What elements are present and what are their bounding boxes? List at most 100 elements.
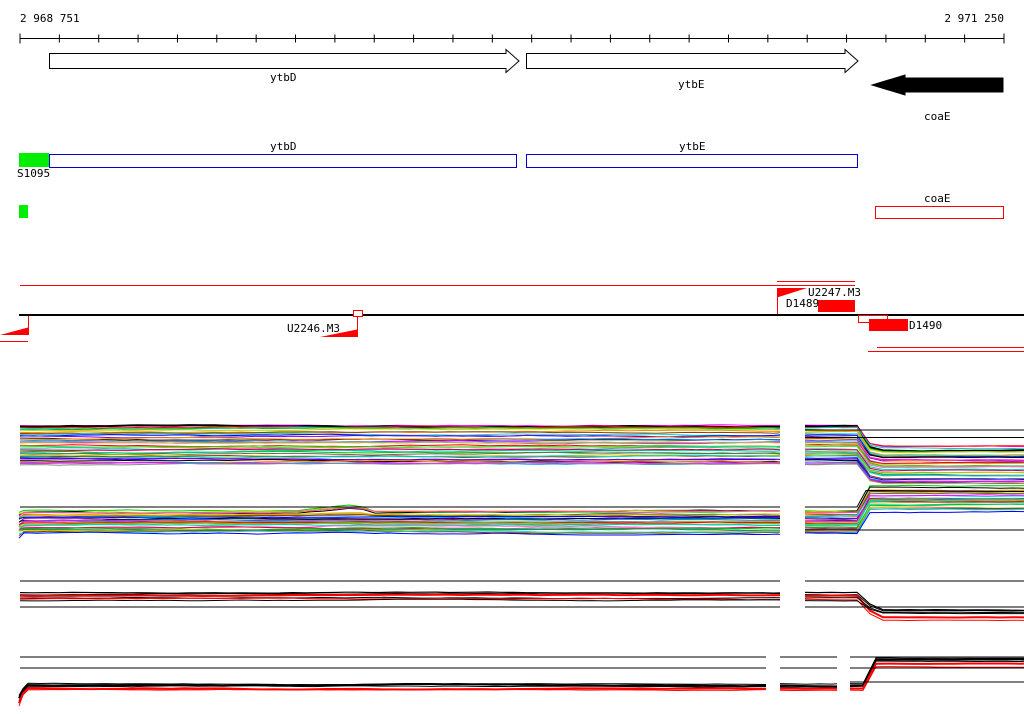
profile-panel-2-profile-line bbox=[18, 526, 781, 531]
profile-panel-1-profile-line bbox=[804, 463, 1024, 484]
profile-panel-1-profile-line bbox=[19, 441, 781, 444]
shift-flag-u2247-ramp[interactable] bbox=[777, 288, 807, 298]
profile-panel-2-profile-line bbox=[18, 506, 781, 515]
profile-panel-1-profile-line bbox=[20, 457, 781, 461]
profile-panel-1-profile-line bbox=[19, 425, 781, 429]
profile-panel-3-profile-line bbox=[804, 598, 1024, 622]
profile-panel-2-profile-line bbox=[804, 498, 1024, 527]
profile-panel-3-profile-line bbox=[804, 594, 1024, 612]
profile-panel-2-profile-line bbox=[18, 528, 781, 532]
gene-arrow-label-ytbD[interactable]: ytbD bbox=[270, 71, 297, 84]
profile-panel-1-profile-line bbox=[804, 448, 1024, 472]
profile-panel-4-profile-line bbox=[849, 658, 1024, 687]
profile-panel-2-profile-line bbox=[804, 510, 1024, 535]
cds-label-ytbE[interactable]: ytbE bbox=[679, 140, 706, 153]
gene-arrow-label-ytbE[interactable]: ytbE bbox=[678, 78, 705, 91]
profile-panel-2-profile-line bbox=[804, 497, 1024, 524]
profile-panel-3-profile-line bbox=[19, 591, 781, 594]
shift-box-d1490[interactable] bbox=[869, 319, 908, 331]
shift-box-d1489[interactable] bbox=[818, 300, 855, 312]
profile-panel-1-profile-line bbox=[19, 436, 781, 440]
profile-panel-3-profile-line bbox=[19, 592, 781, 596]
coordinate-end: 2 971 250 bbox=[944, 12, 1004, 25]
profile-panel-4-profile-line bbox=[18, 685, 767, 702]
profile-panel-2-profile-line bbox=[805, 489, 1024, 508]
profile-panel-2-profile-line bbox=[18, 517, 781, 523]
profile-panel-4-profile-line bbox=[849, 660, 1024, 688]
profile-panel-1-profile-line bbox=[19, 431, 781, 435]
shift-flag-u2246-ramp[interactable] bbox=[320, 329, 357, 338]
genome-baseline bbox=[19, 314, 1024, 316]
cds-label-ytbD[interactable]: ytbD bbox=[270, 140, 297, 153]
profile-panel-4-profile-line bbox=[779, 683, 838, 685]
profile-panel-1-profile-line bbox=[804, 426, 1024, 450]
profile-panel-4-profile-line bbox=[779, 684, 837, 688]
profile-panel-1-profile-line bbox=[804, 455, 1024, 477]
profile-panel-4-profile-line bbox=[849, 666, 1024, 691]
gene-arrow-label-coaE[interactable]: coaE bbox=[924, 110, 951, 123]
profile-panel-1-profile-line bbox=[805, 453, 1024, 476]
profile-panel-2-profile-line bbox=[18, 521, 781, 525]
gene-arrow-ytbE[interactable] bbox=[526, 48, 859, 74]
cds-box-ytbE[interactable] bbox=[526, 154, 858, 168]
profile-panel-1-profile-line bbox=[804, 430, 1024, 456]
shift-label-d1489[interactable]: D1489 bbox=[786, 297, 820, 310]
profile-panel-3-profile-line bbox=[804, 600, 1024, 615]
profile-panel-4-profile-line bbox=[779, 686, 838, 689]
signal-label-s1095[interactable]: S1095 bbox=[17, 167, 51, 180]
gene-arrow-coaE[interactable] bbox=[870, 74, 1004, 96]
profile-panel-1-profile-line bbox=[19, 462, 781, 466]
profile-panel-3-profile-line bbox=[804, 597, 1024, 614]
profile-panel-1-profile-line bbox=[804, 433, 1024, 457]
shift-label-u2247[interactable]: U2247.M3 bbox=[808, 286, 861, 299]
profile-panel-2-profile-line bbox=[18, 515, 781, 519]
shift-flag-left-ramp[interactable] bbox=[0, 327, 28, 336]
coordinate-start: 2 968 751 bbox=[20, 12, 80, 25]
profile-panel-2-profile-line bbox=[18, 531, 781, 539]
profile-panel-1-profile-line bbox=[19, 454, 781, 459]
gene-arrow-ytbD[interactable] bbox=[49, 48, 520, 74]
shift-flag-u2246-box bbox=[353, 310, 363, 317]
profile-panel-2-profile-line bbox=[18, 525, 781, 530]
profile-panel-2-profile-line bbox=[18, 523, 781, 532]
profile-panel-4-profile-line bbox=[18, 682, 767, 699]
profile-panel-3-profile-line bbox=[19, 597, 781, 601]
profile-panel-2-profile-line bbox=[804, 491, 1024, 513]
profile-panel-1-profile-line bbox=[19, 451, 781, 456]
profile-panel-4-profile-line bbox=[18, 688, 767, 707]
profile-panel-1-profile-line bbox=[19, 449, 781, 455]
signal-box-s1095[interactable] bbox=[19, 153, 49, 167]
profile-panel-1-profile-line bbox=[19, 444, 781, 449]
profile-panel-2-profile-line bbox=[804, 494, 1024, 522]
profile-panel-2-profile-line bbox=[18, 507, 781, 517]
cds-box-ytbD[interactable] bbox=[49, 154, 517, 168]
profile-panel-1-profile-line bbox=[19, 432, 781, 437]
profile-panel-4-profile-line bbox=[850, 662, 1024, 690]
profile-panel-1-profile-line bbox=[19, 448, 781, 452]
shift-label-d1490[interactable]: D1490 bbox=[909, 319, 943, 332]
profile-panel-1-profile-line bbox=[804, 442, 1024, 465]
profile-panel-1-profile-line bbox=[805, 445, 1024, 468]
signal-box-small[interactable] bbox=[19, 205, 28, 218]
profile-panel-4-profile-line bbox=[849, 657, 1024, 685]
profile-panel-3-profile-line bbox=[19, 593, 781, 598]
profile-panel-1-profile-line bbox=[19, 428, 781, 432]
profile-panel-2-profile-line bbox=[18, 512, 781, 519]
cds-box-coaE[interactable] bbox=[875, 206, 1004, 219]
profile-panel-3-profile-line bbox=[20, 596, 781, 600]
profile-panel-4-profile-line bbox=[780, 687, 838, 690]
profile-panel-1-profile-line bbox=[19, 458, 781, 463]
profile-panel-3-profile-line bbox=[804, 594, 1024, 619]
shift-label-u2246[interactable]: U2246.M3 bbox=[287, 322, 340, 335]
profile-panel-2-profile-line bbox=[18, 530, 781, 534]
profile-panel-1-profile-line bbox=[804, 457, 1024, 481]
profile-panel-3-profile-line bbox=[804, 591, 1024, 611]
profile-panel-1-profile-line bbox=[804, 453, 1024, 474]
cds-label-coaE[interactable]: coaE bbox=[924, 192, 951, 205]
profile-panel-4-profile-line bbox=[18, 687, 767, 704]
profile-panel-1-profile-line bbox=[19, 444, 781, 448]
profile-panel-3-profile-line bbox=[19, 598, 781, 602]
profile-panel-2-profile-line bbox=[804, 492, 1024, 516]
